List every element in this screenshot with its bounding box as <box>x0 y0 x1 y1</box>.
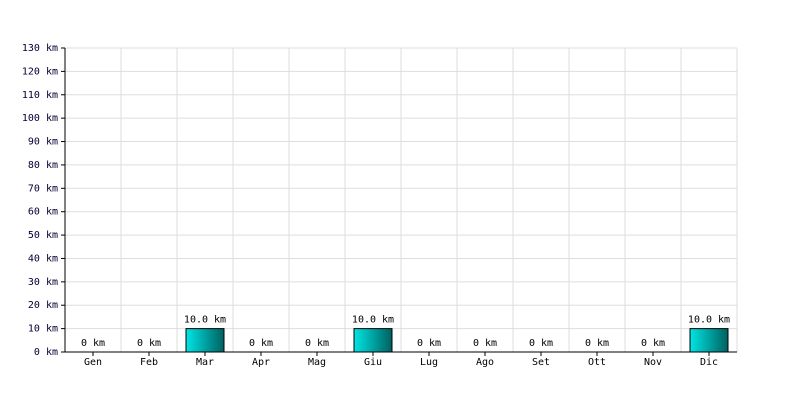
x-tick-label: Mar <box>196 357 214 368</box>
y-tick-label: 70 km <box>28 183 58 194</box>
value-label: 10.0 km <box>184 315 226 326</box>
y-tick-label: 50 km <box>28 230 58 241</box>
y-tick-label: 110 km <box>22 90 58 101</box>
y-tick-label: 0 km <box>34 347 58 358</box>
value-label: 10.0 km <box>352 315 394 326</box>
y-tick-label: 130 km <box>22 43 58 54</box>
value-label: 0 km <box>137 338 161 349</box>
bar <box>689 328 729 353</box>
value-label: 0 km <box>81 338 105 349</box>
y-tick-label: 40 km <box>28 253 58 264</box>
value-label: 0 km <box>585 338 609 349</box>
x-tick-label: Lug <box>420 357 438 368</box>
x-tick-label: Giu <box>364 357 382 368</box>
y-tick-label: 100 km <box>22 113 58 124</box>
x-tick-label: Mag <box>308 357 326 368</box>
value-label: 10.0 km <box>688 315 730 326</box>
x-tick-label: Gen <box>84 357 102 368</box>
y-tick-label: 20 km <box>28 300 58 311</box>
value-label: 0 km <box>417 338 441 349</box>
y-tick-label: 30 km <box>28 277 58 288</box>
x-tick-label: Set <box>532 357 550 368</box>
y-tick-label: 90 km <box>28 137 58 148</box>
value-label: 0 km <box>641 338 665 349</box>
bar <box>353 328 393 353</box>
y-tick-label: 10 km <box>28 324 58 335</box>
x-tick-label: Dic <box>700 357 718 368</box>
y-tick-label: 120 km <box>22 66 58 77</box>
value-label: 0 km <box>305 338 329 349</box>
value-label: 0 km <box>249 338 273 349</box>
x-tick-label: Nov <box>644 357 662 368</box>
bar <box>185 328 225 353</box>
x-tick-label: Apr <box>252 357 270 368</box>
y-tick-label: 60 km <box>28 207 58 218</box>
value-label: 0 km <box>529 338 553 349</box>
x-tick-label: Feb <box>140 357 158 368</box>
x-tick-label: Ott <box>588 357 606 368</box>
y-tick-label: 80 km <box>28 160 58 171</box>
value-label: 0 km <box>473 338 497 349</box>
x-tick-label: Ago <box>476 357 494 368</box>
